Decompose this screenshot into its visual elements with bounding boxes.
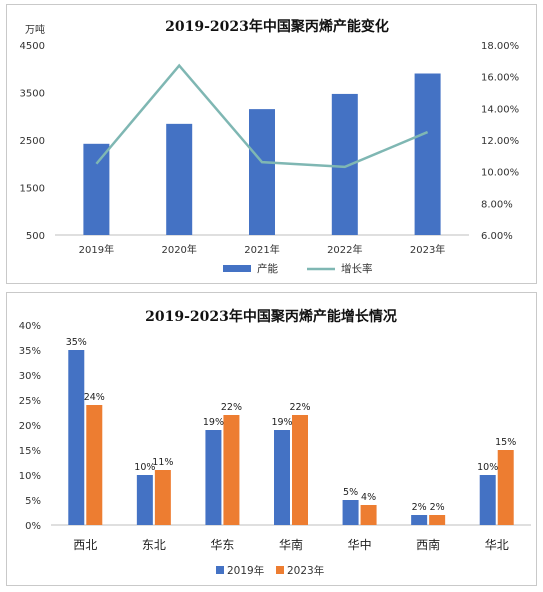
capacity-growth-chart-panel: 2019-2023年中国聚丙烯产能增长情况 40% 35% 30% 25% 20% 15%… [6, 292, 537, 586]
capacity-bar [166, 123, 193, 235]
y-tick-label: 40% [19, 321, 41, 332]
data-label: 10% [134, 462, 155, 473]
legend-swatch-2019 [216, 566, 224, 574]
region-bar [360, 505, 377, 525]
y-tick-label: 35% [19, 346, 41, 357]
region-bar [274, 430, 290, 525]
y-tick-label: 20% [19, 421, 41, 432]
y-tick-label: 1500 [20, 184, 45, 195]
capacity-growth-chart: 2019-2023年中国聚丙烯产能增长情况 40% 35% 30% 25% 20% 15%… [19, 308, 531, 577]
x-category-label: 华北 [485, 538, 509, 552]
region-bar [205, 430, 222, 525]
capacity-change-chart: 2019-2023年中国聚丙烯产能变化 万吨 4500 3500 2500 1500 5… [20, 18, 520, 275]
x-category-label: 西北 [73, 538, 97, 552]
data-label: 19% [271, 417, 292, 428]
region-bar [86, 405, 103, 525]
x-category-label: 东北 [142, 538, 166, 552]
data-label: 22% [221, 402, 242, 413]
region-bar [68, 350, 85, 525]
y-tick-label: 3500 [20, 89, 45, 100]
legend-label-2019: 2019年 [227, 564, 264, 577]
y2-tick-label: 8.00% [481, 199, 513, 210]
y-tick-label: 10% [19, 471, 41, 482]
y2-tick-label: 16.00% [481, 73, 519, 84]
y-tick-label: 5% [25, 496, 41, 507]
region-bar [479, 475, 496, 525]
y-tick-label: 30% [19, 371, 41, 382]
y-tick-label: 0% [25, 521, 41, 532]
capacity-bar [83, 143, 110, 235]
data-label: 2% [430, 502, 445, 513]
region-bar [292, 415, 308, 525]
x-category-label: 2019年 [79, 243, 114, 256]
region-bar [223, 415, 240, 525]
x-category-label: 2021年 [244, 243, 279, 256]
capacity-bar [331, 93, 358, 235]
y-tick-label: 4500 [20, 41, 45, 52]
legend: 2019年 2023年 [216, 564, 324, 577]
y-axis-unit-label: 万吨 [25, 23, 45, 36]
data-label: 35% [66, 337, 87, 348]
x-category-label: 2023年 [410, 243, 445, 256]
data-label: 11% [152, 457, 173, 468]
x-category-label: 华东 [210, 538, 234, 552]
data-label: 15% [495, 437, 516, 448]
legend: 产能 增长率 [223, 262, 373, 275]
legend-swatch-2023 [276, 566, 284, 574]
capacity-change-chart-panel: 2019-2023年中国聚丙烯产能变化 万吨 4500 3500 2500 1500 5… [6, 4, 537, 284]
legend-label-2023: 2023年 [287, 564, 324, 577]
y2-tick-label: 12.00% [481, 136, 519, 147]
data-label: 4% [361, 492, 376, 503]
region-bar [429, 515, 446, 525]
chart-title: 2019-2023年中国聚丙烯产能变化 [165, 18, 389, 35]
region-bar [136, 475, 153, 525]
data-label: 10% [477, 462, 498, 473]
y2-tick-label: 18.00% [481, 41, 519, 52]
y2-tick-label: 14.00% [481, 104, 519, 115]
y-tick-label: 500 [26, 231, 45, 242]
capacity-bar [414, 73, 441, 235]
growth-rate-line [95, 63, 429, 169]
region-bar [154, 470, 171, 525]
y-tick-label: 25% [19, 396, 41, 407]
x-category-label: 西南 [416, 537, 440, 552]
y2-tick-label: 10.00% [481, 168, 519, 179]
data-label: 5% [343, 487, 358, 498]
data-label: 2% [412, 502, 427, 513]
y2-tick-label: 6.00% [481, 231, 513, 242]
x-category-label: 2020年 [161, 243, 196, 256]
region-bar [497, 450, 514, 525]
x-category-label: 华中 [348, 537, 372, 552]
region-bar [342, 500, 359, 525]
legend-label-growth-rate: 增长率 [341, 262, 373, 275]
x-category-label: 华南 [279, 537, 303, 552]
data-label: 19% [203, 417, 224, 428]
y-tick-label: 2500 [20, 136, 45, 147]
capacity-bar [249, 109, 275, 235]
legend-swatch-capacity [223, 265, 251, 272]
data-label: 22% [289, 402, 310, 413]
legend-label-capacity: 产能 [257, 262, 278, 275]
y-tick-label: 15% [19, 446, 41, 457]
x-category-label: 2022年 [327, 243, 362, 256]
data-label: 24% [84, 392, 105, 403]
region-bar [411, 515, 428, 525]
chart-title: 2019-2023年中国聚丙烯产能增长情况 [145, 308, 397, 325]
